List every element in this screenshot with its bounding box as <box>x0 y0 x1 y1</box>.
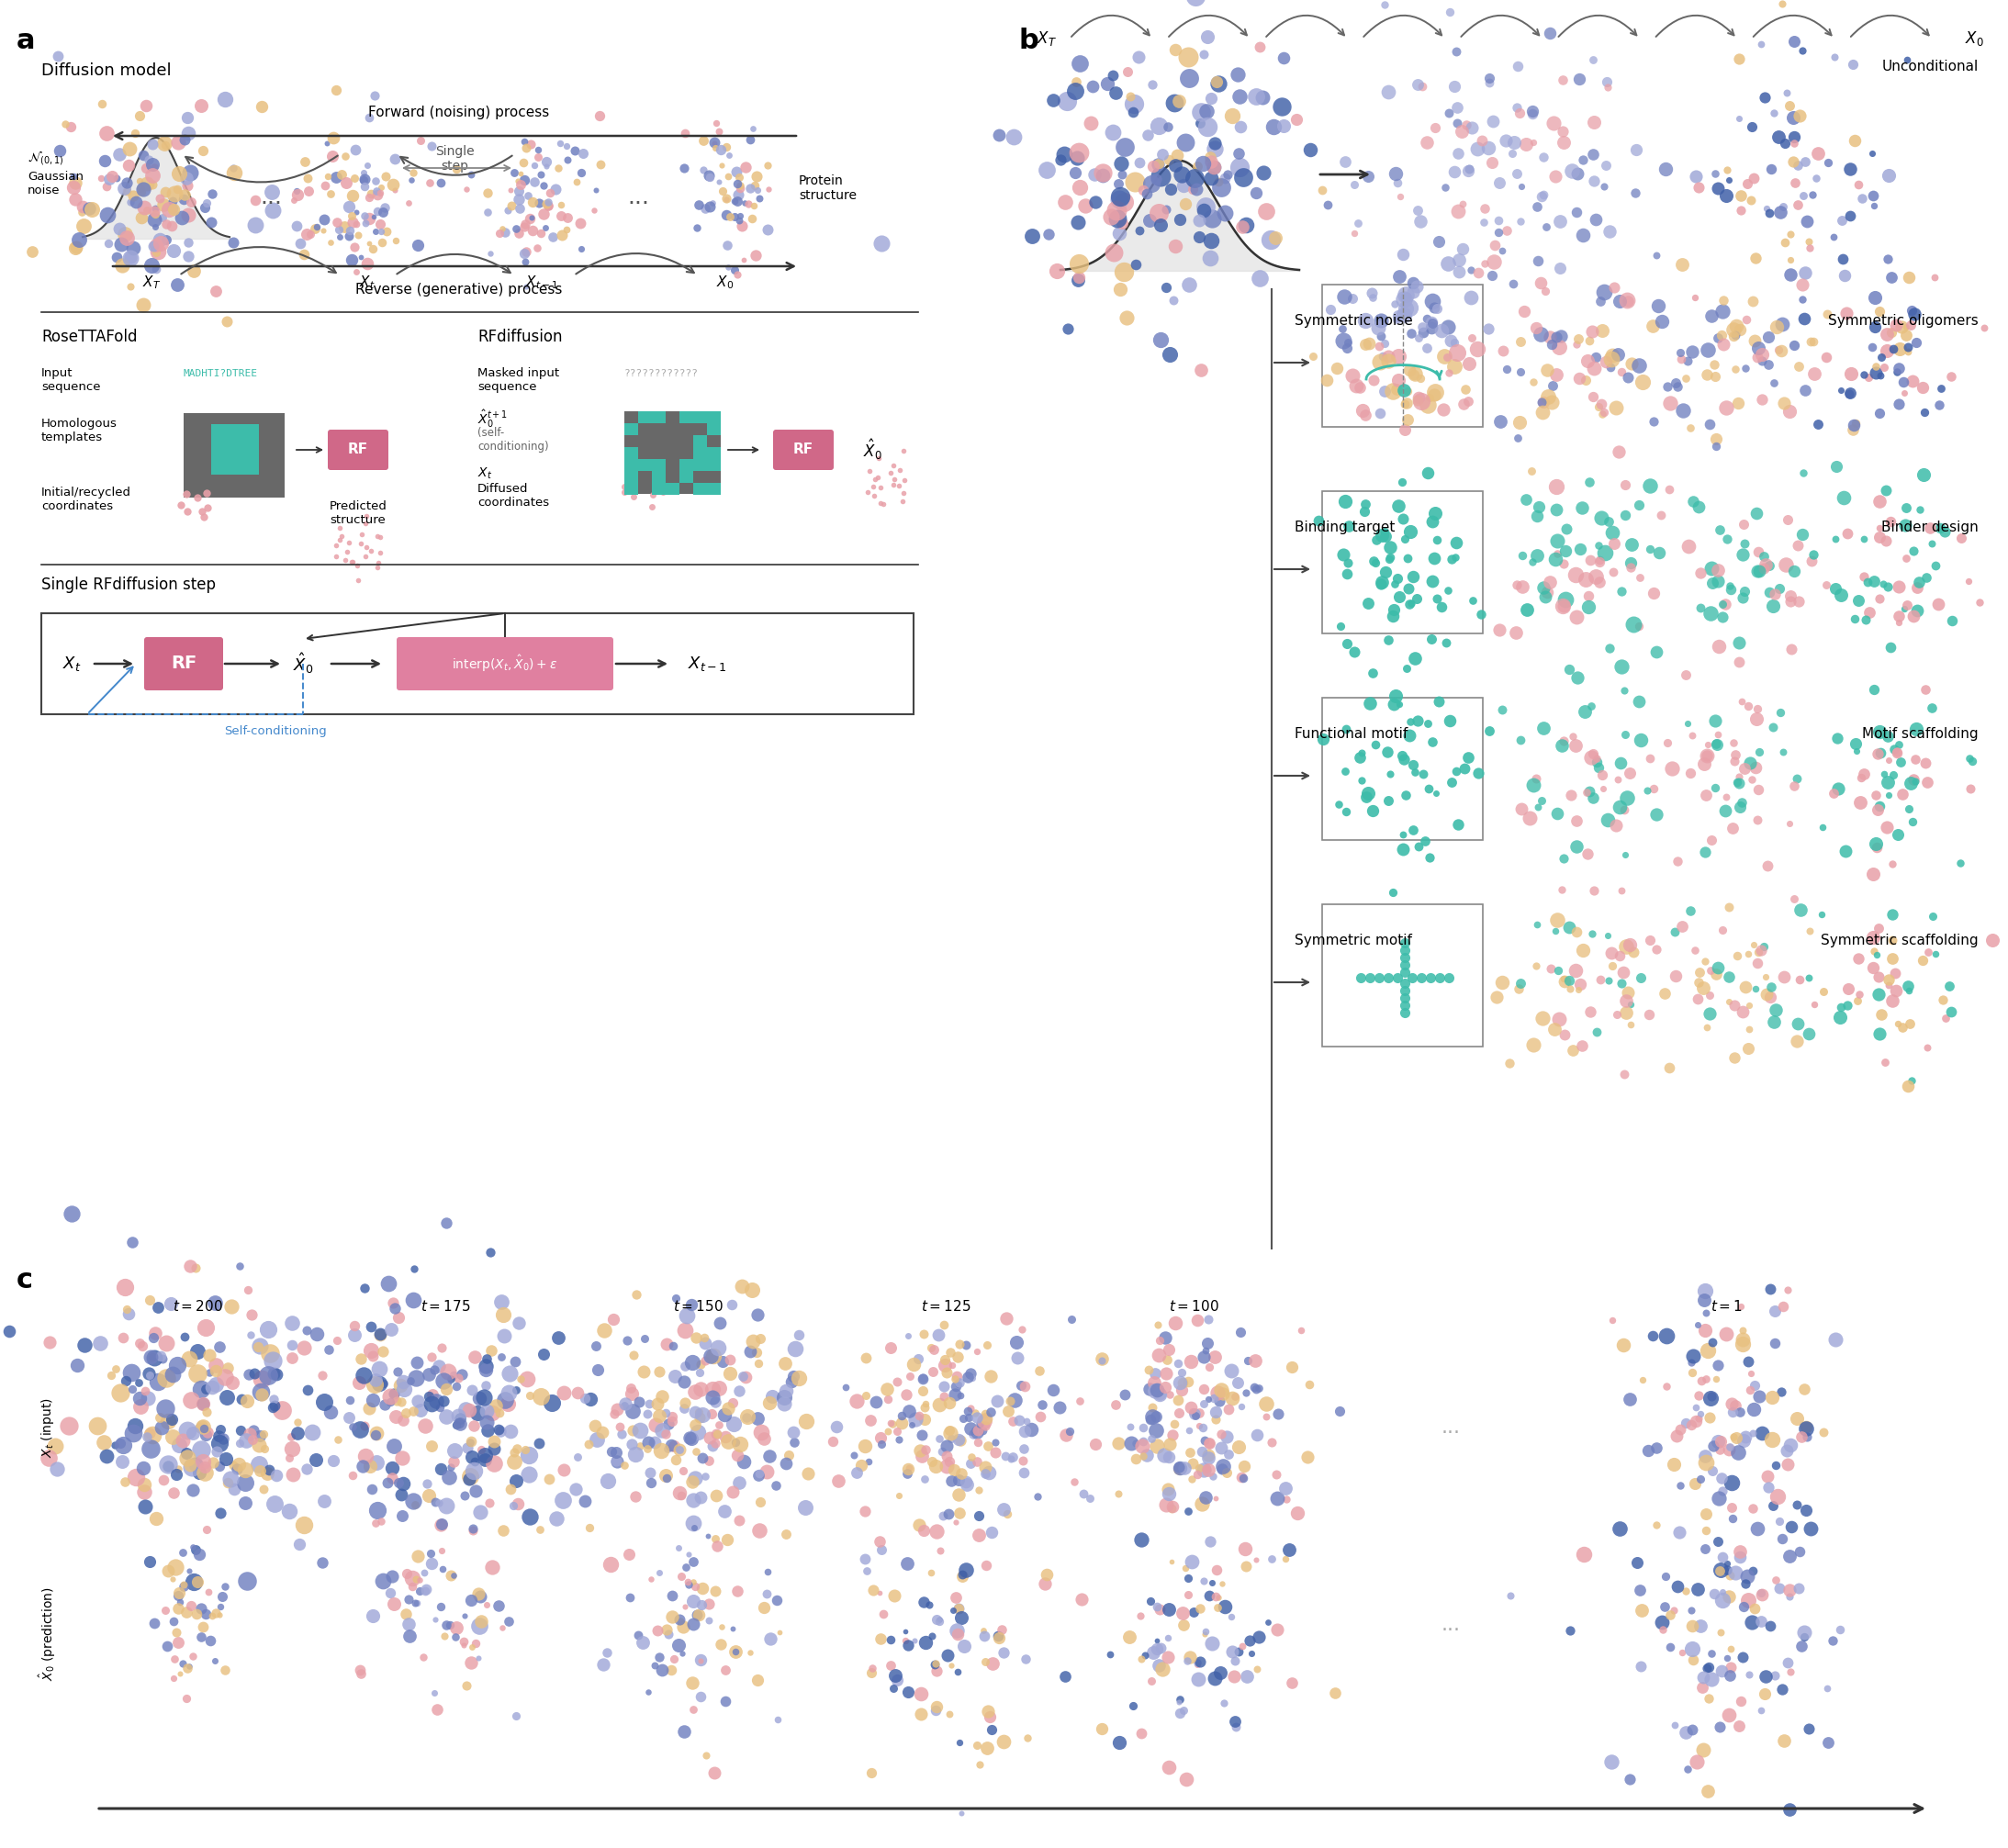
Text: Reverse (generative) process: Reverse (generative) process <box>355 283 562 296</box>
Text: $t = 100$: $t = 100$ <box>1169 1299 1219 1314</box>
FancyBboxPatch shape <box>1321 285 1482 427</box>
Text: Initial/recycled
coordinates: Initial/recycled coordinates <box>42 486 131 512</box>
Text: Binder design: Binder design <box>1881 521 1978 534</box>
Text: $\mathcal{N}_{(0,1)}$: $\mathcal{N}_{(0,1)}$ <box>28 148 64 166</box>
FancyBboxPatch shape <box>42 614 914 713</box>
Text: Symmetric motif: Symmetric motif <box>1295 933 1412 948</box>
Text: Diffusion model: Diffusion model <box>42 63 171 79</box>
Text: $X_t$: $X_t$ <box>62 654 80 673</box>
Text: Symmetric scaffolding: Symmetric scaffolding <box>1821 933 1978 948</box>
FancyBboxPatch shape <box>707 423 721 434</box>
Text: b: b <box>1020 28 1038 54</box>
FancyBboxPatch shape <box>693 434 707 447</box>
Text: Single RFdiffusion step: Single RFdiffusion step <box>42 577 215 593</box>
Text: $\hat{X}_0$: $\hat{X}_0$ <box>863 438 882 462</box>
Text: MADHTI?DTREE: MADHTI?DTREE <box>183 370 257 379</box>
FancyBboxPatch shape <box>211 425 259 475</box>
Text: $t = 200$: $t = 200$ <box>173 1299 223 1314</box>
Text: Motif scaffolding: Motif scaffolding <box>1861 726 1978 741</box>
FancyBboxPatch shape <box>1321 904 1482 1046</box>
Text: $X_t$ (input): $X_t$ (input) <box>40 1397 56 1458</box>
FancyBboxPatch shape <box>145 638 223 691</box>
FancyBboxPatch shape <box>1321 699 1482 841</box>
FancyBboxPatch shape <box>624 412 721 493</box>
FancyBboxPatch shape <box>653 458 667 471</box>
Text: $X_0$: $X_0$ <box>1964 30 1984 48</box>
Text: $t = 150$: $t = 150$ <box>673 1299 723 1314</box>
FancyBboxPatch shape <box>667 482 679 495</box>
FancyBboxPatch shape <box>624 447 639 458</box>
Text: RFdiffusion: RFdiffusion <box>478 329 562 346</box>
FancyBboxPatch shape <box>183 414 285 497</box>
Text: $X_{t-1}$: $X_{t-1}$ <box>687 654 727 673</box>
Text: $X_T$: $X_T$ <box>143 274 161 290</box>
FancyBboxPatch shape <box>653 412 667 423</box>
Text: Self-conditioning: Self-conditioning <box>225 724 327 737</box>
Text: a: a <box>16 28 36 54</box>
FancyBboxPatch shape <box>693 447 707 458</box>
FancyBboxPatch shape <box>693 482 707 495</box>
Text: Predicted
structure: Predicted structure <box>329 501 388 527</box>
FancyBboxPatch shape <box>639 412 653 423</box>
Text: ...: ... <box>1442 1615 1460 1634</box>
Text: Diffused
coordinates: Diffused coordinates <box>478 482 548 508</box>
FancyBboxPatch shape <box>653 482 667 495</box>
FancyBboxPatch shape <box>653 471 667 482</box>
FancyBboxPatch shape <box>639 458 653 471</box>
Text: $X_{t-1}$: $X_{t-1}$ <box>526 274 558 290</box>
FancyBboxPatch shape <box>707 412 721 423</box>
Text: $\hat{X}_0^{t+1}$: $\hat{X}_0^{t+1}$ <box>478 408 508 431</box>
FancyBboxPatch shape <box>624 458 639 471</box>
Text: $X_0$: $X_0$ <box>717 274 735 290</box>
FancyBboxPatch shape <box>327 429 388 469</box>
FancyBboxPatch shape <box>624 423 639 434</box>
FancyBboxPatch shape <box>693 458 707 471</box>
Text: Forward (noising) process: Forward (noising) process <box>369 105 550 120</box>
Text: $t = 175$: $t = 175$ <box>420 1299 470 1314</box>
Text: c: c <box>16 1268 32 1294</box>
Text: RoseTTAFold: RoseTTAFold <box>42 329 137 346</box>
FancyBboxPatch shape <box>707 482 721 495</box>
Text: $X_T$: $X_T$ <box>1036 30 1056 48</box>
FancyBboxPatch shape <box>679 412 693 423</box>
FancyBboxPatch shape <box>1321 492 1482 634</box>
Text: Single
step: Single step <box>436 144 474 172</box>
Text: Input
sequence: Input sequence <box>42 368 100 394</box>
Text: Symmetric oligomers: Symmetric oligomers <box>1827 314 1978 327</box>
FancyBboxPatch shape <box>693 412 707 423</box>
FancyBboxPatch shape <box>707 447 721 458</box>
Text: RF: RF <box>793 444 813 456</box>
Text: Masked input
sequence: Masked input sequence <box>478 368 560 394</box>
FancyBboxPatch shape <box>773 429 833 469</box>
Text: $X_t$: $X_t$ <box>478 466 492 482</box>
Text: RF: RF <box>171 654 197 673</box>
Text: Functional motif: Functional motif <box>1295 726 1408 741</box>
FancyBboxPatch shape <box>679 471 693 482</box>
Text: ...: ... <box>259 187 281 209</box>
FancyBboxPatch shape <box>398 638 612 691</box>
FancyBboxPatch shape <box>624 482 639 495</box>
Text: Unconditional: Unconditional <box>1881 59 1978 74</box>
Text: interp$(X_t, \hat{X}_0) + \varepsilon$: interp$(X_t, \hat{X}_0) + \varepsilon$ <box>452 654 558 675</box>
Text: $X_t$: $X_t$ <box>359 274 375 290</box>
Text: ...: ... <box>1442 1419 1460 1436</box>
Text: Gaussian
noise: Gaussian noise <box>28 170 84 196</box>
Text: Binding target: Binding target <box>1295 521 1396 534</box>
FancyBboxPatch shape <box>707 458 721 471</box>
Text: (self-
conditioning): (self- conditioning) <box>478 427 548 453</box>
Text: RF: RF <box>347 444 367 456</box>
Text: $t = 125$: $t = 125$ <box>922 1299 970 1314</box>
Text: Homologous
templates: Homologous templates <box>42 418 116 444</box>
Text: Protein
structure: Protein structure <box>799 174 857 201</box>
Text: $\hat{X}_0$ (prediction): $\hat{X}_0$ (prediction) <box>38 1587 58 1682</box>
Text: $\hat{X}_0$: $\hat{X}_0$ <box>293 652 313 676</box>
Text: Symmetric noise: Symmetric noise <box>1295 314 1414 327</box>
Text: $t = 1$: $t = 1$ <box>1711 1299 1743 1314</box>
FancyBboxPatch shape <box>624 471 639 482</box>
Text: ...: ... <box>626 187 649 209</box>
Text: ????????????: ???????????? <box>624 370 699 379</box>
FancyBboxPatch shape <box>679 458 693 471</box>
